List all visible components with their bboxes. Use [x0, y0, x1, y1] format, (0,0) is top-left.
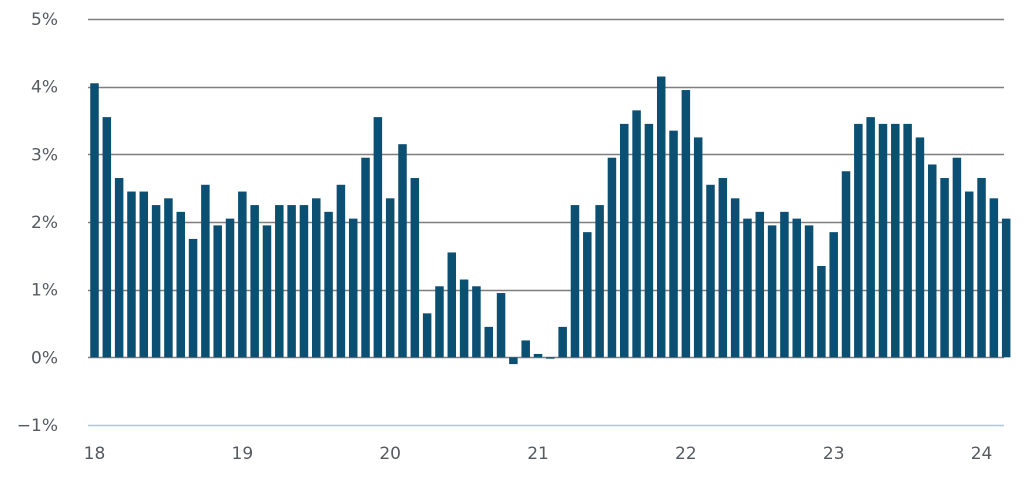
bar-38 — [558, 326, 567, 358]
bar-31 — [472, 286, 481, 358]
bar-44 — [632, 110, 641, 358]
x-tick-label: 20 — [379, 444, 401, 464]
bar-60 — [829, 232, 838, 358]
bar-30 — [459, 279, 469, 358]
bar-32 — [484, 326, 493, 358]
bar-69 — [940, 178, 949, 358]
bar-71 — [964, 191, 974, 358]
bars — [90, 76, 1011, 365]
bar-33 — [496, 293, 506, 358]
bar-12 — [238, 191, 247, 358]
bar-27 — [422, 313, 432, 358]
bar-23 — [373, 117, 383, 358]
bar-65 — [891, 123, 900, 358]
bar-16 — [287, 205, 296, 358]
bar-11 — [225, 218, 235, 358]
y-tick-label: 4% — [31, 78, 58, 98]
bar-42 — [607, 157, 617, 358]
x-tick-label: 19 — [232, 444, 254, 464]
bar-45 — [644, 123, 654, 358]
bar-59 — [817, 265, 826, 358]
bar-0 — [90, 83, 99, 358]
bar-24 — [385, 198, 395, 358]
bar-15 — [275, 205, 284, 358]
bar-35 — [521, 340, 530, 358]
bar-7 — [176, 211, 185, 358]
bar-41 — [595, 205, 604, 358]
bar-46 — [656, 76, 666, 358]
bar-54 — [755, 211, 765, 358]
y-axis-labels: 5% 4% 3% 2% 1% 0% −1% — [17, 10, 58, 436]
bar-34 — [509, 357, 518, 365]
bar-53 — [743, 218, 752, 358]
bar-26 — [410, 178, 420, 358]
bar-66 — [903, 123, 912, 358]
bar-67 — [915, 137, 925, 358]
bar-37 — [546, 357, 555, 359]
x-tick-label: 24 — [971, 444, 993, 464]
bar-48 — [681, 90, 691, 358]
bar-40 — [583, 232, 592, 358]
bar-51 — [718, 178, 728, 358]
bar-17 — [299, 205, 309, 358]
y-tick-label: −1% — [17, 416, 58, 436]
x-axis-labels: 18 19 20 21 22 23 24 — [84, 444, 993, 464]
bar-1 — [102, 117, 112, 358]
bar-50 — [706, 184, 715, 358]
x-tick-label: 22 — [675, 444, 697, 464]
bar-57 — [792, 218, 801, 358]
bar-3 — [127, 191, 136, 358]
bar-19 — [324, 211, 333, 358]
x-tick-label: 21 — [527, 444, 549, 464]
y-tick-label: 3% — [31, 145, 58, 165]
bar-72 — [977, 178, 986, 358]
bar-4 — [139, 191, 149, 358]
bar-68 — [928, 164, 937, 358]
bar-14 — [262, 225, 272, 358]
bar-49 — [693, 137, 703, 358]
bar-70 — [952, 157, 962, 358]
bar-55 — [767, 225, 777, 358]
bar-9 — [201, 184, 210, 358]
bar-73 — [989, 198, 999, 358]
bar-18 — [312, 198, 321, 358]
bar-47 — [669, 130, 678, 358]
bar-63 — [866, 117, 875, 358]
bar-58 — [804, 225, 814, 358]
bar-2 — [114, 178, 124, 358]
bar-21 — [348, 218, 358, 358]
bar-13 — [250, 205, 259, 358]
x-tick-label: 18 — [84, 444, 106, 464]
x-tick-label: 23 — [823, 444, 845, 464]
bar-43 — [620, 123, 629, 358]
bar-56 — [780, 211, 789, 358]
bar-74 — [1001, 218, 1011, 358]
bar-52 — [730, 198, 740, 358]
bar-61 — [841, 171, 851, 358]
bar-5 — [151, 205, 161, 358]
bar-29 — [447, 252, 457, 358]
y-tick-label: 0% — [31, 348, 58, 368]
bar-22 — [361, 157, 370, 358]
y-tick-label: 5% — [31, 10, 58, 30]
bar-36 — [533, 353, 543, 358]
bar-25 — [398, 144, 407, 358]
y-tick-label: 1% — [31, 281, 58, 301]
bar-39 — [570, 205, 580, 358]
bar-10 — [213, 225, 222, 358]
bar-20 — [336, 184, 346, 358]
bar-6 — [164, 198, 173, 358]
y-tick-label: 2% — [31, 213, 58, 233]
bar-62 — [854, 123, 863, 358]
bar-28 — [435, 286, 444, 358]
bar-64 — [878, 123, 888, 358]
bar-8 — [188, 238, 198, 358]
